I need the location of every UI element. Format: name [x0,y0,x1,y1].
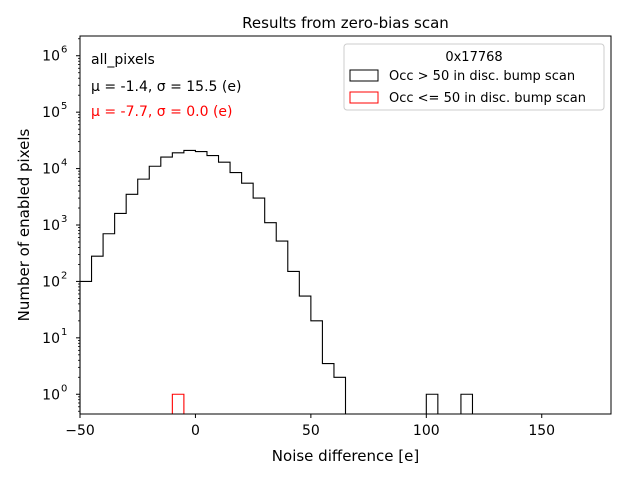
series-outline-1 [171,393,185,414]
y-tick-exponent: 1 [61,327,67,338]
legend-title: 0x17768 [445,50,502,65]
y-tick-label: 10 [42,105,60,121]
x-tick-label: 100 [413,423,440,439]
y-tick-label: 10 [42,218,60,234]
y-tick-exponent: 3 [61,214,67,225]
y-tick-exponent: 5 [61,101,67,112]
chart-title: Results from zero-bias scan [242,14,449,32]
annotation-stats-red: μ = -7.7, σ = 0.0 (e) [91,104,233,120]
x-tick-label: 50 [302,423,320,439]
legend-box [343,43,605,111]
y-tick-exponent: 6 [61,45,67,56]
legend-entry-red: Occ <= 50 in disc. bump scan [389,91,586,106]
legend-swatch-red [349,91,379,104]
series-outline-0 [79,149,474,414]
y-axis-label: Number of enabled pixels [15,128,33,321]
annotation-label: all_pixels [91,52,155,68]
y-tick-exponent: 2 [61,270,67,281]
y-tick-label: 10 [42,274,60,290]
x-axis: −50 0 50 100 150 [65,414,555,439]
x-tick-label: −50 [65,423,95,439]
y-tick-label: 10 [42,49,60,65]
y-tick-exponent: 4 [61,158,67,169]
legend-swatch-black [349,69,379,82]
y-tick-label: 10 [42,387,60,403]
series-layer [79,149,474,414]
x-tick-label: 150 [528,423,555,439]
annotation-stats-black: μ = -1.4, σ = 15.5 (e) [91,79,241,95]
y-tick-exponent: 0 [61,383,67,394]
y-tick-label: 10 [42,162,60,178]
y-tick-label: 10 [42,331,60,347]
legend-entry-black: Occ > 50 in disc. bump scan [389,69,575,84]
x-tick-label: 0 [191,423,200,439]
x-axis-label: Noise difference [e] [272,447,419,465]
legend: 0x17768 Occ > 50 in disc. bump scan Occ … [343,43,605,111]
